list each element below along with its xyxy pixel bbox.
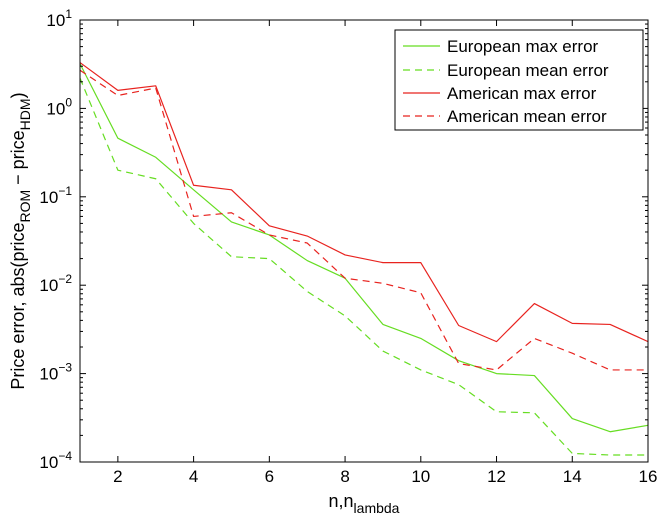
x-tick-label: 10 — [411, 467, 430, 486]
x-axis-label: n,nlambda — [329, 491, 400, 516]
x-tick-label: 8 — [340, 467, 349, 486]
x-axis-label-main: n,n — [329, 491, 354, 511]
legend-box — [394, 29, 644, 131]
x-axis-label-subscript: lambda — [354, 500, 400, 516]
series-line-european-max-error — [79, 63, 649, 433]
x-tick-label: 14 — [563, 467, 582, 486]
legend-item: American max error — [403, 84, 597, 103]
y-axis-label-part: Price error, abs(price — [8, 223, 28, 390]
x-tick-label: 2 — [113, 467, 122, 486]
x-tick-label: 4 — [189, 467, 198, 486]
y-axis-label-part: ) — [8, 92, 28, 98]
legend-item: European max error — [403, 37, 599, 56]
legend-item: European mean error — [403, 61, 609, 80]
y-tick-label: 10−1 — [39, 184, 72, 207]
series-line-european-mean-error — [79, 77, 648, 456]
y-axis-label: Price error, abs(priceROM − priceHDM) — [8, 92, 33, 389]
series-line-american-mean-error — [79, 69, 648, 371]
legend-label: American max error — [447, 84, 597, 103]
legend-label: European max error — [447, 37, 599, 56]
y-tick-label: 10−3 — [39, 361, 72, 384]
legend: European max error European mean error A… — [394, 29, 644, 131]
y-tick-label: 10−4 — [39, 449, 72, 472]
y-tick-label: 101 — [46, 7, 72, 30]
series-line-american-max-error — [79, 62, 649, 343]
y-tick-label: 10−2 — [39, 272, 72, 295]
legend-item: American mean error — [403, 107, 607, 126]
legend-label: European mean error — [447, 61, 609, 80]
x-tick-label: 16 — [639, 467, 658, 486]
y-axis-label-part: − price — [8, 130, 28, 190]
series-layer — [79, 62, 649, 456]
legend-label: American mean error — [447, 107, 607, 126]
x-tick-label: 12 — [487, 467, 506, 486]
x-tick-label: 6 — [265, 467, 274, 486]
y-axis-label-sub-rom: ROM — [17, 190, 33, 223]
tick-layer: 2 4 6 8 10 12 14 16 10−4 10−3 10−2 10−1 100 101 — [39, 7, 657, 486]
plot-frame — [79, 19, 649, 463]
y-tick-label: 100 — [46, 95, 72, 118]
y-axis-label-sub-hdm: HDM — [17, 98, 33, 130]
